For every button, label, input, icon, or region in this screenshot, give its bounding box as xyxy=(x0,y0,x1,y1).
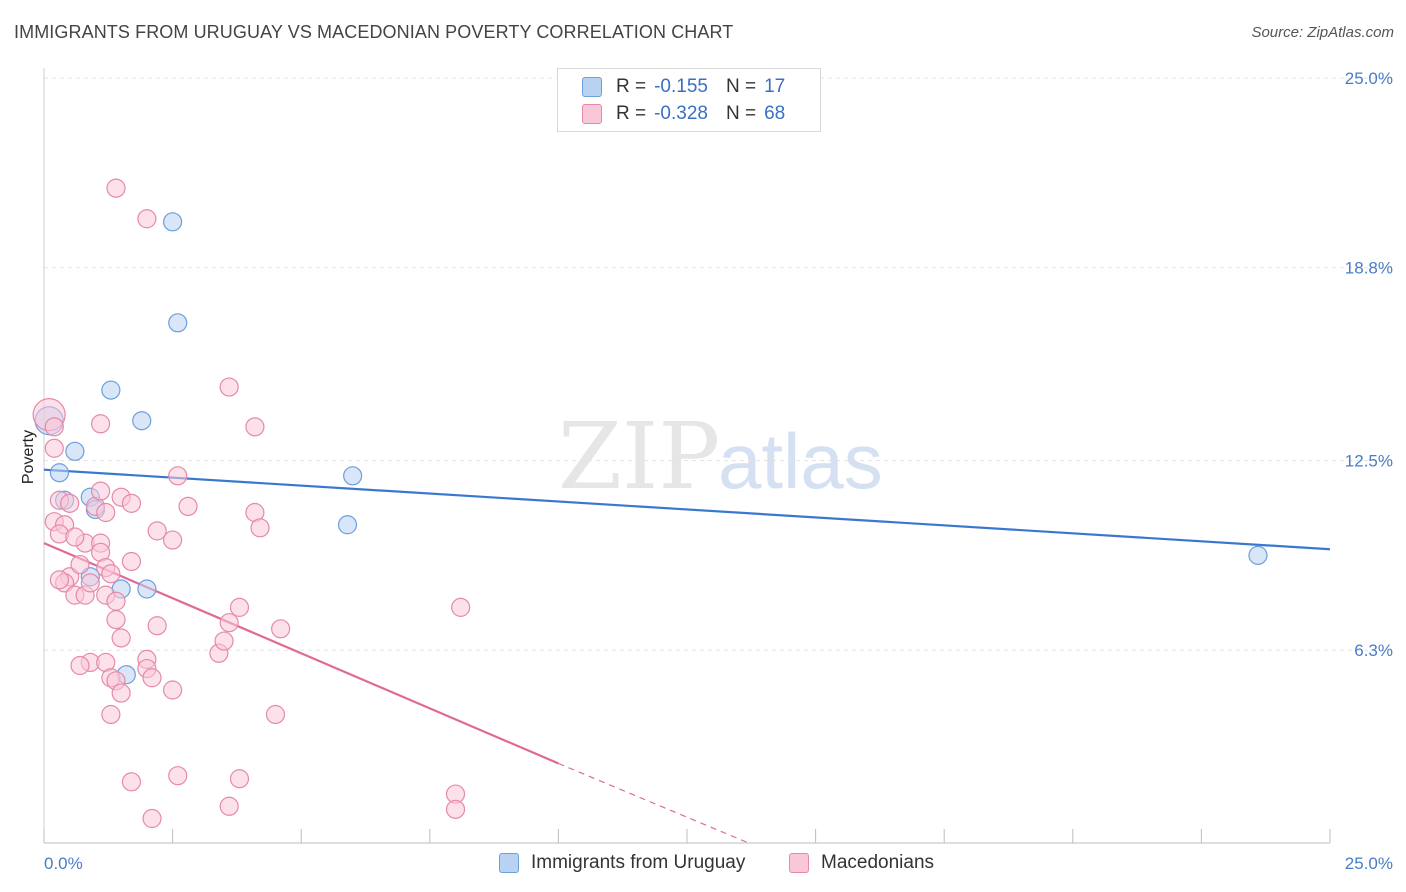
x-tick-label: 25.0% xyxy=(1345,854,1393,873)
axis-labels: 6.3% 12.5% 18.8% 25.0% 0.0% 25.0% Poverty xyxy=(20,69,1393,873)
legend-n-label: N = xyxy=(725,103,757,124)
macedonian-point xyxy=(49,570,70,590)
macedonian-point xyxy=(451,597,471,617)
macedonian-point xyxy=(96,502,116,523)
macedonian-point xyxy=(44,417,64,437)
macedonian-point xyxy=(147,616,167,636)
uruguay-point xyxy=(343,466,363,486)
macedonian-point xyxy=(250,518,270,538)
legend-n-value: 17 xyxy=(764,76,786,97)
legend-row-uruguay: R = -0.155 N = 17 xyxy=(582,74,785,100)
macedonian-point xyxy=(70,554,90,575)
macedonian-point xyxy=(163,530,183,550)
legend-row-macedonians: R = -0.328 N = 68 xyxy=(582,101,785,127)
macedonian-point xyxy=(70,655,90,676)
uruguay-point xyxy=(65,441,85,461)
macedonian-point xyxy=(163,680,183,700)
macedonian-point xyxy=(245,417,265,437)
stats-legend: R = -0.155 N = 17 R = -0.328 N = 68 xyxy=(557,68,821,132)
macedonian-point xyxy=(265,704,286,725)
macedonian-point xyxy=(106,178,126,198)
legend-r-label: R = xyxy=(616,76,647,97)
legend-item-macedonians[interactable]: Macedonians xyxy=(789,852,934,874)
macedonian-point xyxy=(178,496,198,516)
legend-label-macedonians: Macedonians xyxy=(821,852,935,873)
macedonian-point xyxy=(101,704,121,725)
legend-swatch-uruguay xyxy=(582,77,602,97)
series-legend: Immigrants from Uruguay Macedonians xyxy=(0,852,1406,878)
data-points xyxy=(32,178,1268,829)
macedonian-point xyxy=(147,521,167,541)
watermark: ZIP atlas xyxy=(558,403,883,510)
uruguay-point xyxy=(168,313,188,333)
macedonian-point xyxy=(80,573,100,593)
legend-r-label: R = xyxy=(616,103,647,124)
macedonian-point xyxy=(90,481,111,501)
y-tick-label: 6.3% xyxy=(1354,641,1393,660)
macedonian-point xyxy=(49,524,70,544)
macedonian-point xyxy=(106,591,126,611)
legend-r-value: -0.155 xyxy=(654,76,708,97)
macedonian-trend-line xyxy=(43,542,559,765)
y-axis-label: Poverty xyxy=(20,430,37,484)
macedonian-point xyxy=(121,551,142,572)
legend-swatch-macedonians xyxy=(789,853,809,873)
macedonian-point xyxy=(219,613,239,633)
macedonian-point xyxy=(106,610,126,630)
macedonian-trend-extension xyxy=(558,762,749,844)
macedonian-point xyxy=(111,628,131,648)
macedonian-point xyxy=(90,414,111,434)
uruguay-point xyxy=(163,212,183,232)
uruguay-trend-line xyxy=(43,468,1331,551)
chart-title: IMMIGRANTS FROM URUGUAY VS MACEDONIAN PO… xyxy=(14,22,734,42)
macedonian-point xyxy=(142,808,162,829)
legend-n-label: N = xyxy=(725,76,757,97)
macedonian-point xyxy=(60,493,80,513)
macedonian-point xyxy=(121,772,142,792)
uruguay-point xyxy=(337,515,358,535)
y-tick-label: 18.8% xyxy=(1345,259,1393,278)
legend-r-value: -0.328 xyxy=(654,103,708,124)
macedonian-point xyxy=(142,668,162,688)
macedonian-point xyxy=(214,631,234,651)
uruguay-point xyxy=(1248,545,1268,565)
uruguay-point xyxy=(101,380,121,400)
macedonian-point xyxy=(137,209,157,229)
y-tick-label: 12.5% xyxy=(1345,452,1393,471)
macedonian-point xyxy=(111,683,131,703)
macedonian-point xyxy=(101,564,121,584)
macedonian-point xyxy=(168,766,188,786)
trend-lines xyxy=(43,468,1331,844)
macedonian-point xyxy=(65,527,85,547)
uruguay-point xyxy=(132,411,152,431)
grid-lines xyxy=(44,77,1392,651)
source-label: Source: ZipAtlas.com xyxy=(1251,24,1394,41)
legend-item-uruguay[interactable]: Immigrants from Uruguay xyxy=(499,852,745,874)
uruguay-point xyxy=(137,579,157,599)
macedonian-point xyxy=(229,597,250,617)
macedonian-point xyxy=(445,799,466,819)
x-tick-label: 0.0% xyxy=(44,854,83,873)
axes xyxy=(43,68,1331,844)
macedonian-point xyxy=(121,493,142,513)
legend-swatch-uruguay xyxy=(499,853,519,873)
watermark-zip: ZIP xyxy=(558,403,720,510)
macedonian-point xyxy=(44,438,64,458)
legend-label-uruguay: Immigrants from Uruguay xyxy=(531,852,746,873)
macedonian-point xyxy=(168,466,188,486)
macedonian-point xyxy=(271,619,291,639)
uruguay-point xyxy=(49,463,70,483)
legend-n-value: 68 xyxy=(764,103,786,124)
legend-swatch-macedonians xyxy=(582,104,602,124)
macedonian-point xyxy=(219,377,239,397)
macedonian-point xyxy=(229,769,250,789)
y-tick-label: 25.0% xyxy=(1345,69,1393,88)
macedonian-point xyxy=(219,796,239,816)
